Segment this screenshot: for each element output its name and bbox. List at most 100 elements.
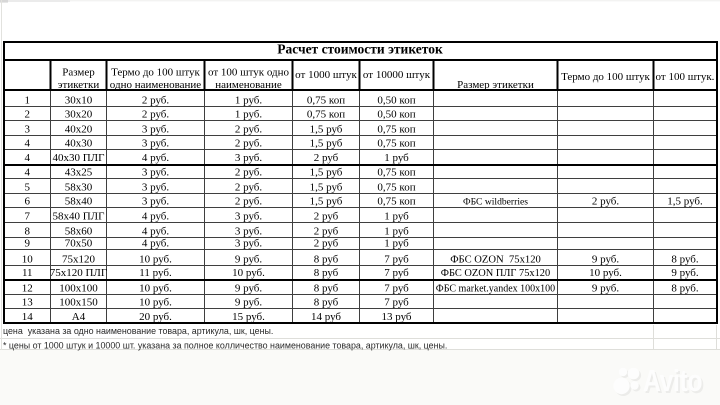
svg-text:2 руб.: 2 руб. — [235, 195, 263, 207]
svg-text:11: 11 — [22, 267, 33, 279]
svg-text:1,5 руб: 1,5 руб — [310, 181, 343, 193]
svg-text:7 руб: 7 руб — [384, 267, 409, 279]
svg-text:2 руб.: 2 руб. — [235, 166, 263, 178]
svg-text:9 руб.: 9 руб. — [235, 282, 263, 294]
svg-text:A4: A4 — [72, 311, 86, 323]
svg-text:4 руб.: 4 руб. — [142, 225, 170, 237]
svg-text:4 руб.: 4 руб. — [142, 152, 170, 164]
svg-text:1,5 руб.: 1,5 руб. — [667, 195, 703, 207]
svg-text:15 руб.: 15 руб. — [232, 311, 265, 323]
svg-text:0,75 коп: 0,75 коп — [377, 181, 415, 193]
svg-text:3: 3 — [25, 123, 31, 135]
svg-text:2 руб.: 2 руб. — [235, 123, 263, 135]
svg-text:10 руб.: 10 руб. — [589, 267, 622, 279]
svg-text:30x20: 30x20 — [65, 108, 93, 120]
svg-text:20 руб.: 20 руб. — [139, 311, 172, 323]
svg-text:10 руб.: 10 руб. — [139, 282, 172, 294]
svg-text:1,5 руб: 1,5 руб — [310, 195, 343, 207]
svg-text:40x30: 40x30 — [65, 137, 93, 149]
svg-text:11 руб.: 11 руб. — [139, 267, 172, 279]
svg-text:43x25: 43x25 — [65, 166, 93, 178]
svg-text:7 руб: 7 руб — [384, 296, 409, 308]
svg-text:9 руб.: 9 руб. — [235, 253, 263, 265]
svg-text:4: 4 — [25, 166, 31, 178]
svg-text:8 руб: 8 руб — [314, 282, 339, 294]
svg-text:0,75 коп: 0,75 коп — [377, 195, 415, 207]
svg-text:0,75 коп: 0,75 коп — [377, 166, 415, 178]
svg-text:7 руб: 7 руб — [384, 253, 409, 265]
svg-text:1 руб: 1 руб — [384, 237, 409, 249]
svg-text:9 руб.: 9 руб. — [235, 296, 263, 308]
svg-text:58x30: 58x30 — [65, 181, 93, 193]
svg-text:2: 2 — [25, 108, 31, 120]
svg-text:Размер этикетки: Размер этикетки — [457, 79, 534, 91]
svg-text:10 руб.: 10 руб. — [232, 267, 265, 279]
svg-text:1 руб: 1 руб — [384, 225, 409, 237]
svg-text:* цены от 1000 штук и 10000 шт: * цены от 1000 штук и 10000 шт. указана … — [3, 341, 447, 351]
svg-text:3 руб.: 3 руб. — [235, 210, 263, 222]
svg-text:3 руб.: 3 руб. — [235, 225, 263, 237]
svg-text:12: 12 — [22, 282, 33, 294]
svg-text:от 10000 штук: от 10000 штук — [363, 69, 431, 81]
svg-text:8: 8 — [25, 225, 31, 237]
svg-text:2 руб: 2 руб — [314, 210, 339, 222]
svg-text:9: 9 — [25, 237, 31, 249]
svg-text:Avito: Avito — [645, 365, 704, 399]
svg-text:3 руб.: 3 руб. — [142, 195, 170, 207]
svg-text:10: 10 — [22, 253, 34, 265]
svg-text:100x150: 100x150 — [59, 296, 98, 308]
svg-text:3 руб.: 3 руб. — [235, 152, 263, 164]
svg-text:75x120 ПЛГ: 75x120 ПЛГ — [50, 267, 108, 279]
svg-text:1 руб.: 1 руб. — [235, 94, 263, 106]
svg-text:14: 14 — [22, 311, 34, 323]
svg-text:4 руб.: 4 руб. — [142, 237, 170, 249]
svg-text:2 руб: 2 руб — [314, 225, 339, 237]
svg-text:40x20: 40x20 — [65, 123, 93, 135]
svg-text:1 руб.: 1 руб. — [235, 108, 263, 120]
svg-text:7: 7 — [25, 210, 31, 222]
svg-text:2 руб: 2 руб — [314, 237, 339, 249]
svg-text:3 руб.: 3 руб. — [142, 166, 170, 178]
svg-text:ФБС market.yandex 100x100: ФБС market.yandex 100x100 — [436, 283, 555, 294]
svg-text:наименование: наименование — [215, 79, 282, 91]
svg-text:0,75 коп: 0,75 коп — [307, 108, 345, 120]
svg-text:4: 4 — [25, 152, 31, 164]
svg-text:Расчет стоимости этикеток: Расчет стоимости этикеток — [277, 42, 443, 57]
svg-text:4 руб.: 4 руб. — [142, 210, 170, 222]
svg-text:75x120: 75x120 — [62, 253, 96, 265]
svg-text:одно наименование: одно наименование — [110, 79, 202, 91]
svg-text:6: 6 — [25, 195, 31, 207]
svg-text:13 руб: 13 руб — [381, 311, 411, 323]
svg-text:этикетки: этикетки — [58, 79, 100, 91]
svg-text:9 руб.: 9 руб. — [592, 253, 620, 265]
svg-text:3 руб.: 3 руб. — [142, 123, 170, 135]
svg-text:1,5 руб: 1,5 руб — [310, 123, 343, 135]
svg-text:ФБС wildberries: ФБС wildberries — [463, 196, 528, 207]
svg-text:0,75 коп: 0,75 коп — [307, 94, 345, 106]
svg-text:0,75 коп: 0,75 коп — [377, 137, 415, 149]
svg-text:Avito: Avito — [643, 363, 702, 397]
svg-text:1,5 руб: 1,5 руб — [310, 166, 343, 178]
svg-text:2 руб.: 2 руб. — [142, 108, 170, 120]
svg-text:3 руб.: 3 руб. — [142, 181, 170, 193]
svg-text:1: 1 — [25, 94, 31, 106]
svg-text:2 руб.: 2 руб. — [235, 137, 263, 149]
svg-text:10 руб.: 10 руб. — [139, 296, 172, 308]
svg-text:Термо до 100 штук: Термо до 100 штук — [561, 71, 650, 83]
svg-text:8 руб: 8 руб — [314, 253, 339, 265]
svg-text:2 руб: 2 руб — [314, 152, 339, 164]
svg-text:5: 5 — [25, 181, 31, 193]
svg-text:0,50 коп: 0,50 коп — [377, 108, 415, 120]
svg-text:58x60: 58x60 — [65, 225, 93, 237]
svg-text:0,50 коп: 0,50 коп — [377, 94, 415, 106]
svg-text:10 руб.: 10 руб. — [139, 253, 172, 265]
svg-text:7 руб: 7 руб — [384, 282, 409, 294]
svg-text:2 руб.: 2 руб. — [592, 195, 620, 207]
svg-text:58x40 ПЛГ: 58x40 ПЛГ — [52, 210, 104, 222]
svg-text:8 руб.: 8 руб. — [671, 253, 699, 265]
svg-text:2 руб.: 2 руб. — [142, 94, 170, 106]
svg-text:от 100 штук.: от 100 штук. — [656, 71, 715, 83]
svg-text:Термо до 100 штук: Термо до 100 штук — [111, 67, 200, 79]
svg-text:3 руб.: 3 руб. — [142, 137, 170, 149]
svg-text:Размер: Размер — [62, 67, 95, 79]
